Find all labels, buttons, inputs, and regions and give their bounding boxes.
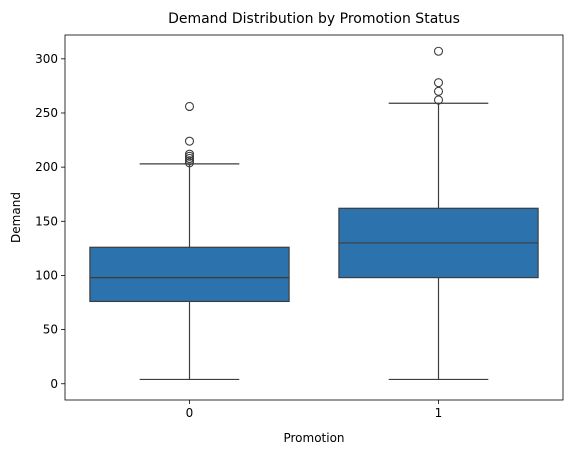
outlier-point bbox=[433, 95, 444, 105]
chart-title: Demand Distribution by Promotion Status bbox=[168, 11, 460, 27]
x-tick-label: 0 bbox=[186, 406, 194, 420]
box-group-0 bbox=[89, 101, 290, 381]
outlier-point bbox=[433, 46, 444, 56]
x-axis-title: Promotion bbox=[283, 431, 344, 445]
y-tick-label: 150 bbox=[35, 214, 58, 228]
y-tick-label: 300 bbox=[35, 52, 58, 66]
plot-frame bbox=[64, 34, 564, 401]
y-tick-label: 250 bbox=[35, 106, 58, 120]
outlier-point bbox=[433, 78, 444, 88]
outlier-point bbox=[433, 86, 444, 96]
outlier-point bbox=[184, 149, 195, 159]
y-tick-label: 100 bbox=[35, 268, 58, 282]
box-group-1 bbox=[338, 46, 539, 381]
y-tick-label: 0 bbox=[50, 377, 58, 391]
y-tick-label: 50 bbox=[43, 323, 58, 337]
outlier-point bbox=[184, 136, 195, 146]
plot-area bbox=[89, 46, 539, 381]
x-tick-label: 1 bbox=[435, 406, 443, 420]
y-tick-label: 200 bbox=[35, 160, 58, 174]
iqr-box bbox=[89, 246, 290, 303]
y-axis: 0 50 100 150 200 250 300 bbox=[35, 52, 65, 391]
outlier-point bbox=[184, 101, 195, 112]
y-axis-title: Demand bbox=[9, 192, 23, 243]
